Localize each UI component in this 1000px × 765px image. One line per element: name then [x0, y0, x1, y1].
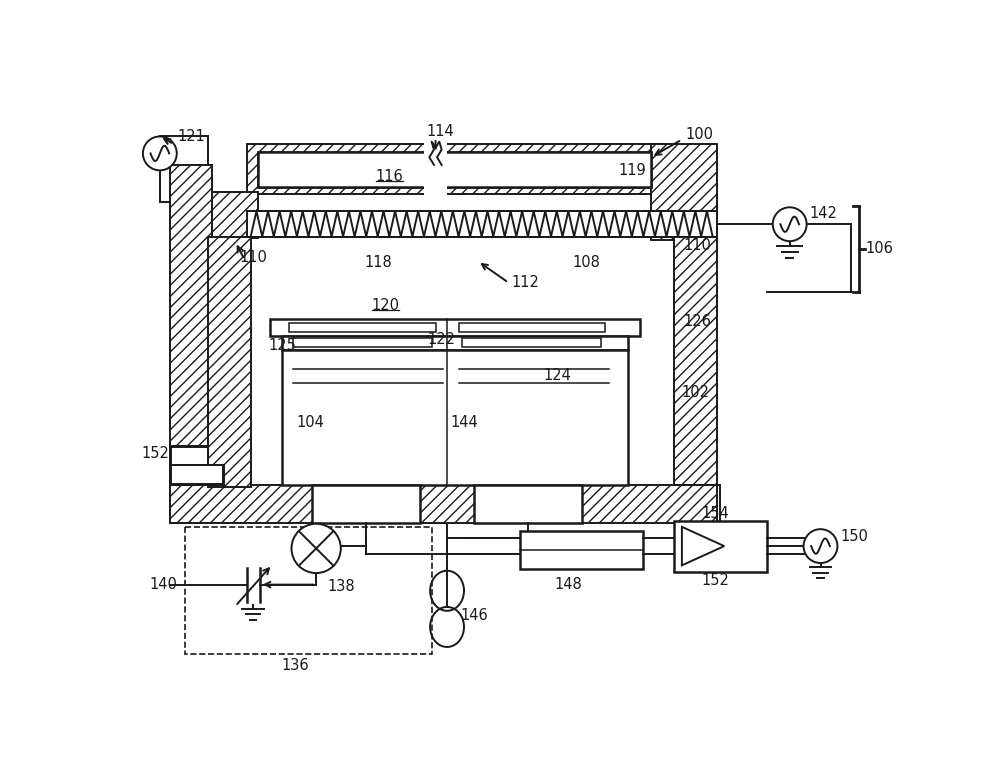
- Bar: [282, 336, 628, 350]
- Bar: [289, 323, 436, 332]
- Text: 144: 144: [451, 415, 479, 431]
- Circle shape: [773, 207, 807, 241]
- Text: 108: 108: [573, 256, 600, 270]
- Text: 100: 100: [686, 127, 714, 142]
- Bar: [474, 484, 582, 523]
- Bar: [170, 165, 212, 523]
- Circle shape: [143, 136, 177, 171]
- Bar: [171, 447, 208, 465]
- Text: 118: 118: [365, 256, 392, 270]
- Bar: [674, 236, 717, 522]
- Bar: [247, 144, 663, 194]
- Text: 125: 125: [268, 338, 296, 353]
- Text: 124: 124: [543, 368, 571, 382]
- Bar: [171, 447, 208, 465]
- Bar: [247, 211, 717, 236]
- Text: 126: 126: [683, 314, 711, 329]
- Bar: [270, 319, 640, 336]
- Text: 152: 152: [141, 446, 169, 461]
- Bar: [674, 522, 767, 571]
- Text: 154: 154: [701, 506, 729, 521]
- Text: 140: 140: [149, 577, 177, 592]
- Text: 138: 138: [328, 579, 355, 594]
- Polygon shape: [682, 527, 724, 565]
- Text: 120: 120: [371, 298, 399, 314]
- Bar: [208, 236, 251, 487]
- Bar: [312, 484, 420, 523]
- Bar: [170, 484, 717, 523]
- Bar: [520, 531, 643, 569]
- Bar: [258, 152, 651, 187]
- Bar: [293, 338, 432, 347]
- Bar: [424, 142, 447, 196]
- Text: 146: 146: [460, 608, 488, 623]
- Bar: [251, 236, 674, 487]
- Text: 150: 150: [841, 529, 868, 545]
- Text: 142: 142: [810, 206, 838, 221]
- Circle shape: [292, 524, 341, 573]
- Text: 152: 152: [701, 573, 729, 588]
- Text: 110: 110: [683, 239, 711, 253]
- Text: 136: 136: [282, 658, 309, 673]
- Text: 119: 119: [619, 163, 647, 177]
- Bar: [462, 338, 601, 347]
- Text: 122: 122: [428, 332, 456, 347]
- Text: 102: 102: [682, 385, 710, 399]
- Bar: [247, 211, 717, 236]
- Bar: [258, 152, 651, 187]
- Text: 121: 121: [178, 129, 205, 144]
- Text: 114: 114: [426, 125, 454, 139]
- Text: 112: 112: [511, 275, 539, 290]
- Bar: [171, 465, 223, 483]
- Bar: [651, 144, 717, 240]
- Text: 110: 110: [239, 250, 267, 265]
- Polygon shape: [170, 446, 224, 484]
- Text: 104: 104: [297, 415, 325, 431]
- Bar: [208, 192, 258, 238]
- Bar: [459, 323, 605, 332]
- Text: 148: 148: [555, 577, 583, 592]
- Bar: [185, 527, 432, 654]
- Text: 116: 116: [375, 169, 403, 184]
- Circle shape: [804, 529, 837, 563]
- Text: 106: 106: [865, 242, 893, 256]
- Bar: [282, 350, 628, 484]
